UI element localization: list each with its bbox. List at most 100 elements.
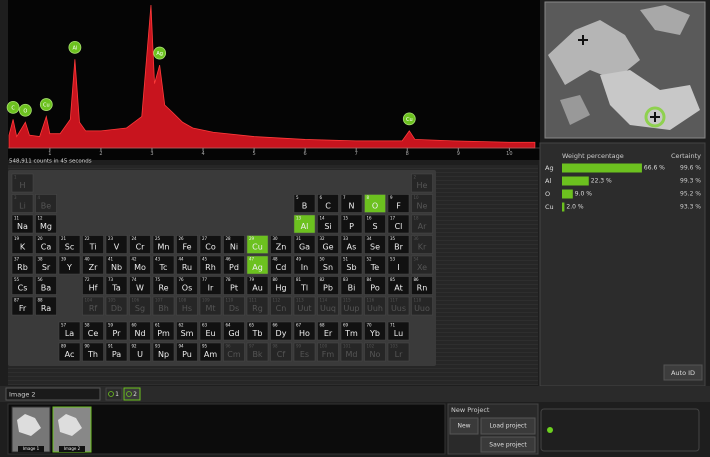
element-symbol: Ti	[89, 243, 97, 252]
atomic-number: 91	[108, 344, 114, 349]
element-name: Ag	[545, 164, 554, 172]
element-symbol: F	[396, 202, 401, 211]
atomic-number: 82	[320, 277, 326, 282]
atomic-number: 36	[414, 236, 420, 241]
element-symbol: Sb	[346, 263, 356, 272]
atomic-number: 87	[14, 298, 20, 303]
atomic-number: 80	[273, 277, 279, 282]
atomic-number: 52	[367, 257, 373, 262]
element-symbol: Ba	[41, 284, 51, 293]
element-symbol: Hf	[89, 284, 98, 293]
element-symbol: Po	[370, 284, 380, 293]
element-symbol: Am	[204, 350, 217, 359]
element-symbol: Br	[394, 243, 403, 252]
atomic-number: 66	[273, 323, 279, 328]
atomic-number: 74	[132, 277, 138, 282]
status-box	[541, 409, 699, 451]
element-symbol: Bh	[158, 304, 169, 313]
thumbnail-caption: Image 2	[64, 446, 81, 451]
element-symbol: Es	[300, 350, 309, 359]
atomic-number: 71	[390, 323, 396, 328]
element-symbol: Al	[301, 222, 309, 231]
atomic-number: 116	[367, 298, 375, 303]
atomic-number: 42	[132, 257, 138, 262]
element-symbol: Co	[205, 243, 216, 252]
status-light	[547, 427, 553, 433]
atomic-number: 12	[38, 216, 44, 221]
peak-label: O	[23, 108, 27, 114]
spectrum-caption: 548,911 counts in 45 seconds	[9, 159, 92, 165]
element-symbol: Cm	[227, 350, 241, 359]
atomic-number: 55	[14, 277, 20, 282]
atomic-number: 31	[296, 236, 302, 241]
atomic-number: 83	[343, 277, 349, 282]
project-title: New Project	[451, 406, 490, 414]
element-symbol: Tc	[159, 263, 168, 272]
peak-label: Cu	[43, 103, 50, 109]
image-button-label: 1	[115, 391, 119, 398]
load-label: Load project	[489, 423, 527, 430]
element-symbol: Ar	[418, 222, 427, 231]
element-symbol: H	[19, 181, 25, 190]
atomic-number: 61	[155, 323, 161, 328]
element-symbol: Er	[324, 329, 333, 338]
element-symbol: Hs	[182, 304, 192, 313]
atomic-number: 81	[296, 277, 302, 282]
element-symbol: Mt	[205, 304, 215, 313]
element-symbol: Te	[370, 263, 380, 272]
element-symbol: Pr	[113, 329, 122, 338]
element-symbol: Rg	[252, 304, 263, 313]
x-tick-label: 3	[150, 151, 153, 157]
element-symbol: Mg	[40, 222, 52, 231]
atomic-number: 77	[202, 277, 208, 282]
atomic-number: 10	[414, 195, 420, 200]
element-symbol: Be	[41, 202, 51, 211]
element-symbol: Ne	[417, 202, 428, 211]
atomic-number: 23	[108, 236, 114, 241]
element-symbol: Na	[17, 222, 28, 231]
element-symbol: Ge	[322, 243, 333, 252]
element-symbol: Ac	[65, 350, 75, 359]
atomic-number: 27	[202, 236, 208, 241]
element-symbol: Mn	[158, 243, 170, 252]
element-symbol: Fr	[19, 304, 27, 313]
element-symbol: B	[302, 202, 308, 211]
element-symbol: Fe	[182, 243, 191, 252]
weight-label: 2.0 %	[566, 204, 583, 211]
atomic-number: 54	[414, 257, 420, 262]
atomic-number: 28	[226, 236, 232, 241]
element-symbol: Eu	[205, 329, 215, 338]
element-symbol: S	[372, 222, 377, 231]
element-symbol: La	[65, 329, 74, 338]
element-symbol: Ds	[229, 304, 239, 313]
atomic-number: 96	[226, 344, 232, 349]
atomic-number: 46	[226, 257, 232, 262]
x-tick-label: 7	[355, 151, 358, 157]
element-symbol: Se	[370, 243, 380, 252]
atomic-number: 62	[179, 323, 185, 328]
element-symbol: I	[397, 263, 399, 272]
element-symbol: At	[394, 284, 402, 293]
element-symbol: Cr	[136, 243, 146, 252]
atomic-number: 63	[202, 323, 208, 328]
x-tick-label: 9	[457, 151, 460, 157]
atomic-number: 86	[414, 277, 420, 282]
element-symbol: Rb	[17, 263, 28, 272]
element-symbol: Pm	[157, 329, 170, 338]
atomic-number: 108	[179, 298, 187, 303]
atomic-number: 59	[108, 323, 114, 328]
atomic-number: 79	[249, 277, 255, 282]
atomic-number: 65	[249, 323, 255, 328]
x-tick-label: 6	[304, 151, 307, 157]
atomic-number: 49	[296, 257, 302, 262]
save-label: Save project	[489, 442, 527, 449]
element-symbol: Cf	[277, 350, 286, 359]
certainty: 99.3 %	[680, 178, 701, 185]
atomic-number: 99	[296, 344, 302, 349]
image-name: Image 2	[9, 391, 36, 399]
weight-label: 9.0 %	[575, 191, 592, 198]
element-symbol: Sr	[42, 263, 51, 272]
element-symbol: Ga	[299, 243, 310, 252]
atomic-number: 24	[132, 236, 138, 241]
element-symbol: Au	[252, 284, 263, 293]
